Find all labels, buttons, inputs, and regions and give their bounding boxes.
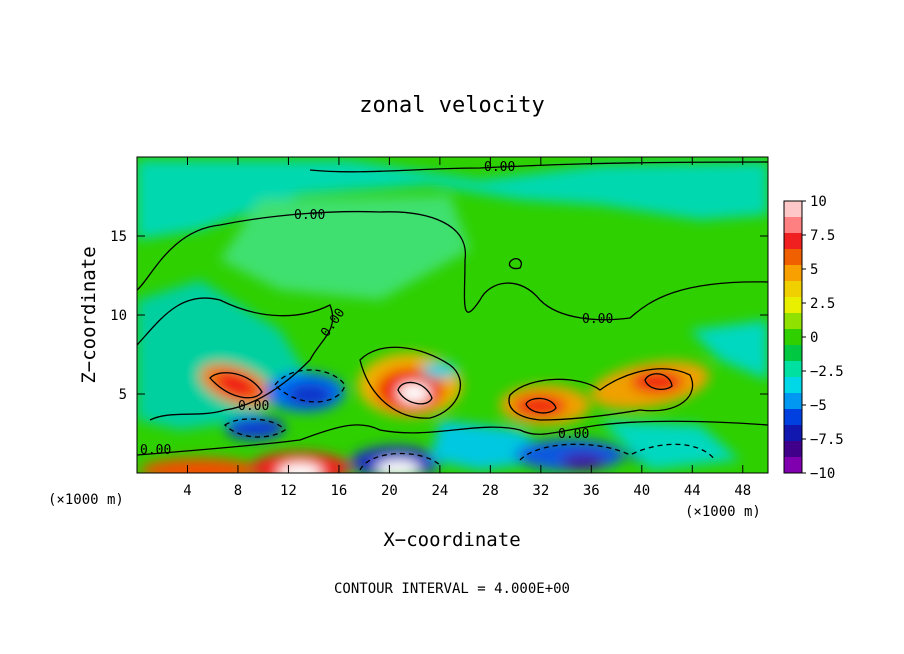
x-tick-label: 24	[431, 483, 448, 499]
colorbar-label: −10	[810, 466, 835, 482]
y-ticks: 5 10 15	[110, 229, 768, 403]
colorbar-swatch	[784, 201, 802, 218]
colorbar-swatch	[784, 409, 802, 426]
x-tick-label: 4	[183, 483, 191, 499]
x-tick-label: 28	[482, 483, 499, 499]
x-tick-label: 36	[583, 483, 600, 499]
y-axis-label: Z−coordinate	[78, 246, 100, 383]
colorbar-swatch	[784, 233, 802, 250]
colorbar-label: 7.5	[810, 228, 835, 244]
x-tick-label: 48	[734, 483, 751, 499]
chart-title: zonal velocity	[359, 93, 544, 118]
x-axis-label: X−coordinate	[383, 529, 520, 551]
x-tick-label: 12	[280, 483, 297, 499]
contour-neg-dashed-4	[519, 443, 716, 461]
x-tick-label: 40	[633, 483, 650, 499]
contour-pos-mid	[397, 381, 433, 405]
contour-pos-right1	[525, 397, 557, 414]
colorbar-swatch	[784, 265, 802, 282]
contour-label: 0.00	[140, 443, 171, 458]
contour-warm-lobe	[359, 346, 461, 419]
contour-label: 0.00	[238, 399, 269, 414]
colorbar-swatch	[784, 393, 802, 410]
colorbar-label: −5	[810, 398, 827, 414]
contour-pos-left	[209, 372, 263, 399]
x-tick-label: 44	[684, 483, 701, 499]
y-tick-label: 15	[110, 229, 127, 245]
plot-area: 0.00 0.00 0.00 0.00 0.00 0.00 0.00	[137, 157, 768, 473]
colorbar-label: 2.5	[810, 296, 835, 312]
colorbar-label: 5	[810, 262, 818, 278]
colorbar-swatch	[784, 249, 802, 266]
y-tick-label: 5	[119, 387, 127, 403]
colorbar-label: −2.5	[810, 364, 844, 380]
contour-neg-dashed-1	[274, 369, 346, 403]
contour-zero-top	[309, 161, 768, 173]
contour-lines	[137, 161, 768, 471]
contour-label: 0.00	[558, 427, 589, 442]
colorbar-label: 0	[810, 330, 818, 346]
colorbar-swatch	[784, 297, 802, 314]
colorbar-label: −7.5	[810, 432, 844, 448]
x-tick-label: 32	[532, 483, 549, 499]
colorbar-swatch	[784, 329, 802, 346]
contour-zero-lower	[137, 420, 768, 456]
colorbar-label: 10	[810, 194, 827, 210]
contour-small-loop	[508, 258, 522, 270]
contour-pos-right2	[644, 373, 673, 391]
colorbar-swatch	[784, 313, 802, 330]
colorbar-swatch	[784, 281, 802, 298]
contour-zero-mid	[137, 297, 334, 421]
contour-right-lobe	[508, 368, 694, 421]
contour-label: 0.00	[582, 312, 613, 327]
x-unit-right: (×1000 m)	[685, 504, 761, 520]
colorbar: 10 7.5 5 2.5 0 −2.5 −5 −7.5 −10	[784, 194, 844, 482]
contour-label: 0.00	[484, 160, 515, 175]
y-tick-label: 10	[110, 308, 127, 324]
x-ticks: 4 8 12 16 20 24 28 32 36 40 44 48	[183, 157, 751, 499]
colorbar-swatch	[784, 425, 802, 442]
x-unit-left: (×1000 m)	[48, 492, 124, 508]
contour-interval: CONTOUR INTERVAL = 4.000E+00	[334, 581, 570, 597]
colorbar-swatch	[784, 457, 802, 474]
contour-zero-upper	[137, 210, 768, 321]
colorbar-swatch	[784, 441, 802, 458]
velocity-field	[137, 160, 768, 473]
colorbar-swatch	[784, 361, 802, 378]
colorbar-frame	[783, 200, 803, 474]
contour-neg-dashed-2	[223, 418, 286, 438]
contour-label: 0.00	[294, 208, 325, 223]
x-tick-label: 20	[381, 483, 398, 499]
x-tick-label: 16	[330, 483, 347, 499]
colorbar-swatch	[784, 217, 802, 234]
colorbar-swatch	[784, 345, 802, 362]
colorbar-swatch	[784, 377, 802, 394]
x-tick-label: 8	[234, 483, 242, 499]
